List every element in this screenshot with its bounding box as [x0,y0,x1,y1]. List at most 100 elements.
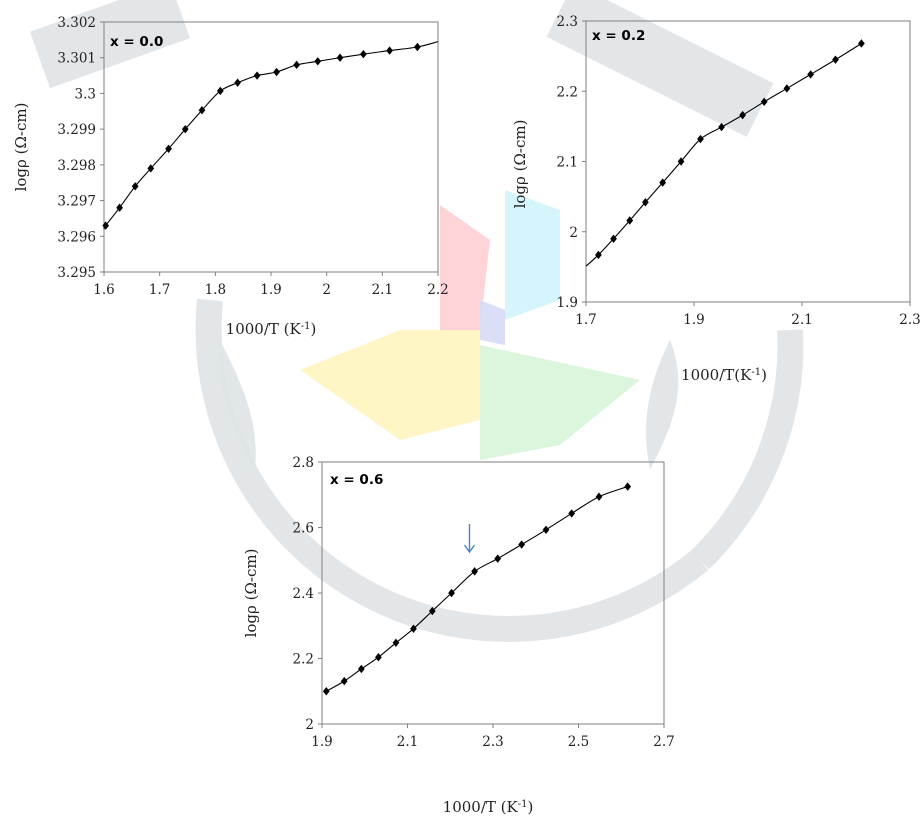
y-tick-label: 2.3 [557,14,578,30]
plot-frame [585,20,911,303]
watermark-logo [29,0,804,642]
x-tick-label: 2.1 [791,312,812,328]
x-tick-label: 2.2 [427,282,448,298]
y-tick-label: 2.1 [557,155,578,171]
x-tick-label: 1.7 [149,282,170,298]
data-point [595,492,603,501]
data-point [216,86,224,96]
x-tick-label: 1.8 [205,282,226,298]
plot-frame [103,21,439,273]
data-point [234,78,241,87]
panel-label: x = 0.0 [110,34,163,50]
panel-label: x = 0.2 [592,28,645,44]
y-tick-label: 3.301 [57,51,96,67]
transition-arrow [463,524,476,554]
data-point [642,198,649,207]
y-axis-label: logρ (Ω-cm) [511,120,529,209]
x-tick-labels: 1.9 2.1 2.3 2.5 2.7 [311,724,675,750]
y-tick-label: 2 [305,717,314,733]
x-axis-label: 1000/T (K-1) [443,798,534,816]
plot-frame [321,461,665,725]
arrow-head [463,544,476,554]
data-point [322,687,330,696]
x-axis-label-sup: -1 [518,799,528,810]
data-point [116,203,123,212]
x-tick-labels: 1.6 1.7 1.8 1.9 2 2.1 2.2 [93,272,449,298]
data-point [760,97,768,106]
panel-label: x = 0.6 [330,472,383,488]
x-tick-label: 2 [322,282,331,298]
x-tick-label: 2.3 [482,734,503,750]
data-point [518,540,526,549]
series-markers [595,39,865,260]
y-tick-label: 3.3 [75,86,96,102]
data-point [542,525,550,534]
data-point [181,124,189,134]
data-point [428,606,436,616]
data-point [392,638,400,647]
x-tick-label: 1.6 [93,282,114,298]
x-axis-label-main: 1000/T (K [443,798,519,816]
data-point [410,624,417,633]
y-tick-label: 2.2 [557,84,578,100]
data-point [102,221,110,230]
data-point [386,46,393,55]
data-point [471,567,478,576]
data-point [610,234,617,243]
data-point [198,106,206,115]
data-point [739,110,746,120]
chart-x02: 1.922.12.22.3 1.7 1.9 2.1 2.3 x = 0.2 logρ … [511,14,921,384]
chart-x06: 2 2.2 2.4 2.6 2.8 1.9 2.1 2.3 2.5 2.7 x = 0.6 lo… [242,455,675,816]
y-tick-label: 3.295 [57,265,96,281]
y-tick-label: 2.6 [293,521,314,537]
x-axis-label-end: ) [761,366,767,384]
series-line [585,43,862,267]
x-axis-label-sup: -1 [301,321,311,332]
y-tick-labels: 3.295 3.296 3.297 3.298 3.299 3.3 3.301 3.302 [57,15,104,281]
data-point [677,157,685,166]
data-point [360,49,367,59]
data-point [340,676,348,686]
x-tick-label: 1.9 [683,312,704,328]
data-point [807,70,814,79]
data-point [253,71,261,80]
data-point [659,178,667,187]
x-axis-label: 1000/T (K-1) [226,320,317,338]
x-tick-label: 1.9 [260,282,281,298]
series-markers [322,482,632,696]
series-markers [102,42,421,230]
y-tick-label: 2.2 [293,652,314,668]
data-point [858,39,865,48]
data-point [165,144,172,153]
x-tick-label: 1.9 [311,734,332,750]
y-tick-label: 2.8 [293,455,314,471]
series-line [103,41,439,230]
x-axis-label-main: 1000/T (K [226,320,302,338]
x-tick-label: 2.3 [899,312,920,328]
series-line [324,486,628,693]
x-axis-label-main: 1000/T(K [681,366,752,384]
y-axis-label: logρ (Ω-cm) [12,103,30,192]
x-axis-label-end: ) [527,798,533,816]
x-tick-label: 2.1 [372,282,393,298]
data-point [624,482,632,491]
x-axis-label-sup: -1 [751,367,761,378]
data-point [131,182,139,191]
data-point [375,652,382,662]
data-point [314,57,322,66]
data-point [448,588,455,598]
data-point [832,55,839,64]
data-point [414,42,421,52]
data-point [718,122,725,132]
y-tick-label: 2.4 [293,586,314,602]
data-point [783,84,791,93]
y-tick-label: 2 [569,225,578,241]
data-point [494,554,502,563]
x-axis-label: 1000/T(K-1) [681,366,767,384]
y-tick-label: 3.297 [57,194,96,210]
x-axis-label-end: ) [310,320,316,338]
data-point [697,134,704,144]
y-tick-label: 3.299 [57,122,96,138]
